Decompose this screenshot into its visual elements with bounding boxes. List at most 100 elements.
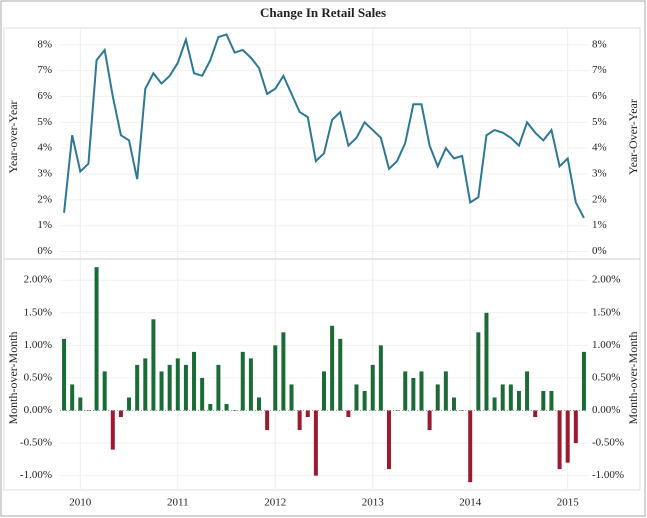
y-tick-label: 2%	[37, 193, 52, 205]
x-tick-label: 2012	[264, 497, 286, 509]
y-axis-label: Year-over-Year	[6, 100, 20, 173]
bar	[110, 410, 115, 450]
bar	[378, 345, 383, 411]
bar	[70, 384, 75, 411]
bar	[265, 410, 270, 431]
bar	[159, 371, 164, 411]
y2-tick-label: 5%	[592, 116, 607, 128]
bar	[395, 410, 400, 412]
bar	[403, 371, 408, 411]
bar	[451, 397, 456, 411]
y2-tick-label: 1.50%	[592, 306, 620, 318]
bar	[183, 364, 188, 411]
bar	[508, 384, 513, 411]
bar	[541, 390, 546, 411]
chart-title: Change In Retail Sales	[260, 5, 386, 20]
bar	[362, 390, 367, 411]
y-tick-label: 6%	[37, 90, 52, 102]
bar	[322, 371, 326, 411]
bar	[460, 410, 465, 412]
bar	[419, 371, 424, 411]
bar	[484, 312, 489, 411]
x-tick-label: 2014	[459, 497, 482, 509]
y-tick-label: 1%	[37, 219, 52, 231]
y2-tick-label: 0%	[592, 245, 607, 257]
bar	[151, 319, 156, 411]
bar	[281, 332, 286, 411]
bar	[573, 410, 578, 444]
bar	[208, 403, 213, 411]
bar	[143, 358, 148, 411]
y2-tick-label: 6%	[592, 90, 607, 102]
y-tick-label: -1.00%	[20, 469, 52, 481]
bar	[216, 364, 221, 411]
x-tick-label: 2015	[557, 497, 580, 509]
bar	[192, 351, 197, 411]
y-tick-label: 1.00%	[24, 339, 52, 351]
y-tick-label: 5%	[37, 116, 52, 128]
bar	[240, 351, 245, 411]
bar	[94, 267, 99, 411]
x-tick-label: 2010	[69, 497, 92, 509]
bar	[86, 410, 91, 412]
bar	[313, 410, 318, 476]
bar	[468, 410, 473, 483]
y2-axis-label: Year-Over-Year	[626, 99, 640, 175]
bar	[525, 371, 530, 411]
y-tick-label: -0.50%	[20, 437, 52, 449]
y-tick-label: 4%	[37, 142, 52, 154]
bar	[443, 371, 448, 411]
y2-tick-label: 0.00%	[592, 404, 620, 416]
bar	[435, 384, 440, 411]
bar	[232, 410, 237, 412]
bar	[516, 390, 521, 411]
bar	[354, 384, 359, 411]
y2-tick-label: 2%	[592, 193, 607, 205]
y-tick-label: 0.00%	[24, 404, 52, 416]
bar	[386, 410, 391, 470]
bar	[118, 410, 123, 418]
y2-tick-label: 0.50%	[592, 371, 620, 383]
y2-axis-label: Month-over-Month	[626, 331, 640, 424]
bar	[427, 410, 432, 431]
bar	[248, 358, 253, 411]
bar	[167, 364, 172, 411]
bar	[346, 410, 351, 418]
y2-tick-label: 4%	[592, 142, 607, 154]
bar	[127, 397, 132, 411]
bar	[62, 338, 67, 411]
y-tick-label: 2.00%	[24, 274, 52, 286]
line	[63, 33, 585, 219]
bar	[330, 325, 335, 411]
bar	[500, 384, 505, 411]
bar	[565, 410, 570, 463]
bar	[297, 410, 302, 431]
bar	[273, 345, 278, 411]
y-tick-label: 3%	[37, 168, 52, 180]
y-tick-label: 8%	[37, 38, 52, 50]
bar	[533, 410, 538, 418]
y2-tick-label: 3%	[592, 168, 607, 180]
y2-tick-label: 1.00%	[592, 339, 620, 351]
bar	[338, 338, 343, 411]
y2-tick-label: 1%	[592, 219, 607, 231]
y-tick-label: 7%	[37, 64, 52, 76]
x-tick-label: 2011	[167, 497, 189, 509]
y2-tick-label: 2.00%	[592, 274, 620, 286]
y2-tick-label: 7%	[592, 64, 607, 76]
y-axis-label: Month-over-Month	[6, 331, 20, 424]
y2-tick-label: -1.00%	[592, 469, 624, 481]
bar	[492, 397, 497, 411]
bar	[557, 410, 562, 470]
bar	[370, 364, 375, 411]
bar	[135, 364, 140, 411]
bar	[78, 397, 83, 411]
y-tick-label: 0%	[37, 245, 52, 257]
bar	[581, 351, 586, 411]
bar	[175, 358, 180, 411]
y2-tick-label: -0.50%	[592, 437, 624, 449]
y-tick-label: 0.50%	[24, 371, 52, 383]
y2-tick-label: 8%	[592, 38, 607, 50]
x-tick-label: 2013	[362, 497, 385, 509]
